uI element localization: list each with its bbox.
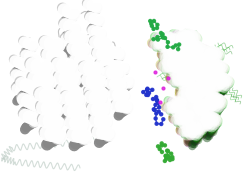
Circle shape	[163, 154, 166, 157]
Circle shape	[145, 87, 148, 90]
Circle shape	[160, 142, 162, 145]
Circle shape	[154, 122, 158, 125]
Circle shape	[156, 101, 159, 105]
Circle shape	[166, 154, 168, 157]
Circle shape	[163, 144, 166, 147]
Circle shape	[155, 99, 158, 102]
Circle shape	[177, 43, 180, 46]
Circle shape	[158, 148, 160, 151]
Circle shape	[152, 27, 154, 30]
Circle shape	[152, 108, 155, 112]
Circle shape	[150, 88, 153, 91]
Circle shape	[161, 36, 164, 39]
Circle shape	[166, 41, 169, 44]
Circle shape	[166, 149, 169, 153]
Circle shape	[146, 94, 149, 97]
Circle shape	[155, 99, 158, 102]
Circle shape	[145, 88, 148, 91]
Circle shape	[157, 106, 160, 109]
Circle shape	[150, 24, 153, 27]
Circle shape	[169, 152, 172, 155]
Circle shape	[160, 34, 163, 37]
Circle shape	[159, 122, 162, 125]
Circle shape	[141, 91, 144, 94]
Circle shape	[159, 32, 162, 35]
Circle shape	[161, 118, 164, 121]
Circle shape	[155, 23, 158, 26]
Circle shape	[156, 38, 159, 41]
Circle shape	[157, 110, 160, 113]
Circle shape	[145, 88, 148, 91]
Circle shape	[151, 38, 154, 41]
Circle shape	[155, 26, 158, 29]
Circle shape	[154, 117, 156, 120]
Circle shape	[163, 36, 166, 40]
Circle shape	[165, 149, 168, 152]
Circle shape	[152, 108, 155, 111]
Circle shape	[154, 95, 157, 98]
Circle shape	[147, 91, 150, 94]
Circle shape	[144, 93, 147, 96]
Circle shape	[170, 158, 173, 161]
Circle shape	[155, 36, 158, 39]
Circle shape	[159, 113, 162, 116]
Circle shape	[165, 45, 168, 48]
Circle shape	[164, 157, 167, 160]
Circle shape	[156, 145, 159, 148]
Circle shape	[148, 19, 151, 22]
Circle shape	[164, 154, 167, 157]
Circle shape	[168, 159, 171, 161]
Circle shape	[176, 48, 179, 51]
Circle shape	[160, 144, 162, 147]
Circle shape	[170, 156, 173, 159]
Circle shape	[151, 98, 154, 101]
Circle shape	[174, 44, 176, 47]
Circle shape	[160, 150, 163, 153]
Circle shape	[163, 160, 166, 163]
Circle shape	[153, 103, 156, 106]
Circle shape	[149, 22, 152, 25]
Circle shape	[154, 112, 157, 115]
Circle shape	[152, 19, 155, 22]
Circle shape	[171, 46, 174, 49]
Circle shape	[160, 33, 164, 36]
Circle shape	[167, 156, 170, 159]
